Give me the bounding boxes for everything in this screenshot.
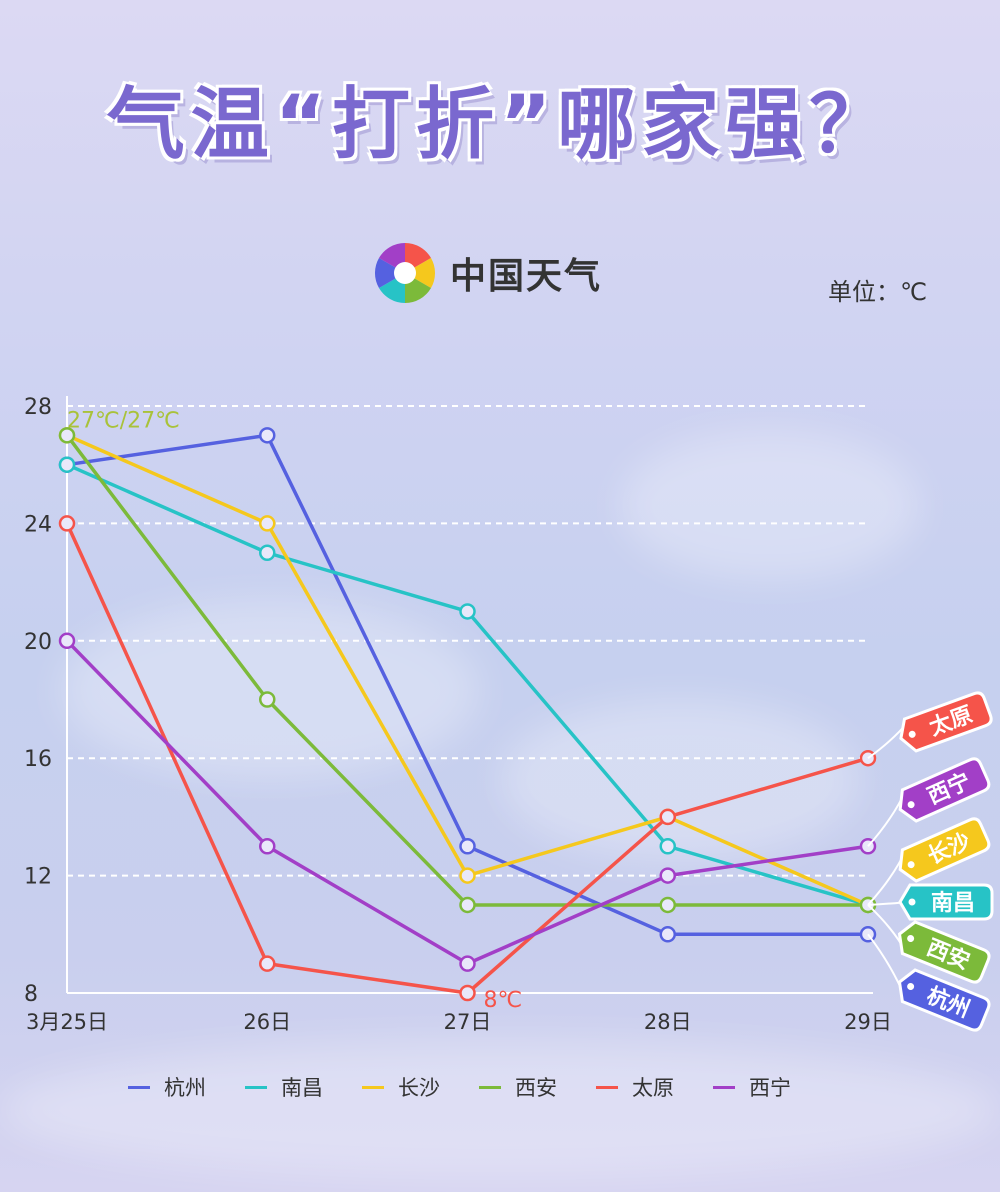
y-tick-label: 8 (24, 982, 38, 1007)
data-point-南昌 (259, 544, 276, 561)
data-point-太原 (659, 808, 676, 826)
legend-swatch (479, 1085, 501, 1089)
y-tick-label: 28 (24, 395, 52, 420)
series-line-长沙 (66, 433, 869, 907)
data-point-西安 (58, 427, 76, 444)
legend-item-杭州: 杭州 (128, 1072, 245, 1102)
data-label: 27℃/27℃ (67, 408, 180, 433)
y-tick-label: 20 (24, 630, 52, 655)
data-point-杭州 (259, 427, 276, 444)
legend-label: 西宁 (749, 1076, 791, 1100)
data-point-长沙 (459, 867, 476, 884)
city-tag-南昌: 南昌 (898, 883, 994, 921)
series-line-杭州 (66, 433, 868, 937)
data-point-西宁 (58, 632, 76, 650)
data-point-杭州 (659, 926, 676, 943)
data-point-南昌 (58, 456, 76, 473)
data-label: 8℃ (484, 988, 523, 1013)
pinwheel-logo-icon (374, 243, 436, 303)
y-tick-label: 24 (24, 512, 52, 537)
brand: 中国天气 (370, 238, 602, 308)
unit-label: 单位：℃ (828, 278, 927, 306)
city-tag-label: 南昌 (931, 891, 975, 916)
line-chart: 8 12 16 20 24 28 3月25日 26日 27日 28日 29日 27℃/27℃ 8℃ 太… (24, 395, 994, 1034)
page-title: 气温“打折”哪家强？ (106, 80, 894, 170)
city-tag-西宁: 西宁 (898, 757, 991, 823)
legend-label: 太原 (632, 1076, 674, 1100)
data-point-西宁 (659, 867, 676, 884)
city-tag-太原: 太原 (899, 691, 993, 753)
legend-item-西宁: 西宁 (713, 1072, 830, 1102)
data-point-南昌 (659, 838, 676, 855)
data-point-西安 (259, 691, 276, 708)
legend-item-南昌: 南昌 (245, 1072, 362, 1102)
legend-swatch (245, 1085, 267, 1089)
data-point-太原 (259, 955, 276, 972)
data-point-南昌 (459, 603, 476, 620)
x-tick-label: 27日 (444, 1010, 492, 1034)
background-cloud (500, 700, 860, 860)
data-point-杭州 (459, 838, 476, 855)
series-line-西宁 (65, 639, 869, 966)
y-tick-label: 12 (24, 865, 52, 890)
y-tick-label: 16 (24, 747, 52, 772)
legend-swatch (596, 1085, 618, 1089)
legend-item-长沙: 长沙 (362, 1072, 479, 1102)
legend-item-太原: 太原 (596, 1072, 713, 1102)
legend-swatch (362, 1085, 384, 1089)
legend-label: 西安 (515, 1076, 557, 1100)
legend-label: 杭州 (164, 1076, 206, 1100)
legend-swatch (128, 1085, 150, 1089)
data-point-西宁 (459, 955, 476, 972)
city-tag-长沙: 长沙 (898, 817, 991, 883)
legend-label: 南昌 (281, 1076, 323, 1100)
data-point-太原 (58, 515, 76, 532)
data-point-西安 (659, 896, 676, 914)
series-line-西安 (65, 434, 868, 907)
background-cloud (0, 1040, 1000, 1180)
data-point-西宁 (259, 838, 276, 855)
x-tick-label: 29日 (844, 1010, 892, 1034)
legend-item-西安: 西安 (479, 1072, 596, 1102)
background-cloud (60, 600, 480, 780)
data-point-长沙 (259, 515, 276, 532)
legend: 杭州 南昌 长沙 西安 太原 西宁 (128, 1072, 830, 1102)
data-point-太原 (459, 984, 476, 1002)
x-tick-label: 26日 (243, 1010, 291, 1034)
data-point-西安 (459, 896, 476, 914)
legend-swatch (713, 1085, 735, 1089)
x-tick-label: 3月25日 (26, 1010, 108, 1034)
background-cloud (620, 430, 920, 580)
x-tick-label: 28日 (644, 1010, 692, 1034)
city-tag-杭州: 杭州 (897, 968, 991, 1032)
brand-name: 中国天气 (450, 256, 603, 297)
legend-label: 长沙 (398, 1076, 440, 1100)
